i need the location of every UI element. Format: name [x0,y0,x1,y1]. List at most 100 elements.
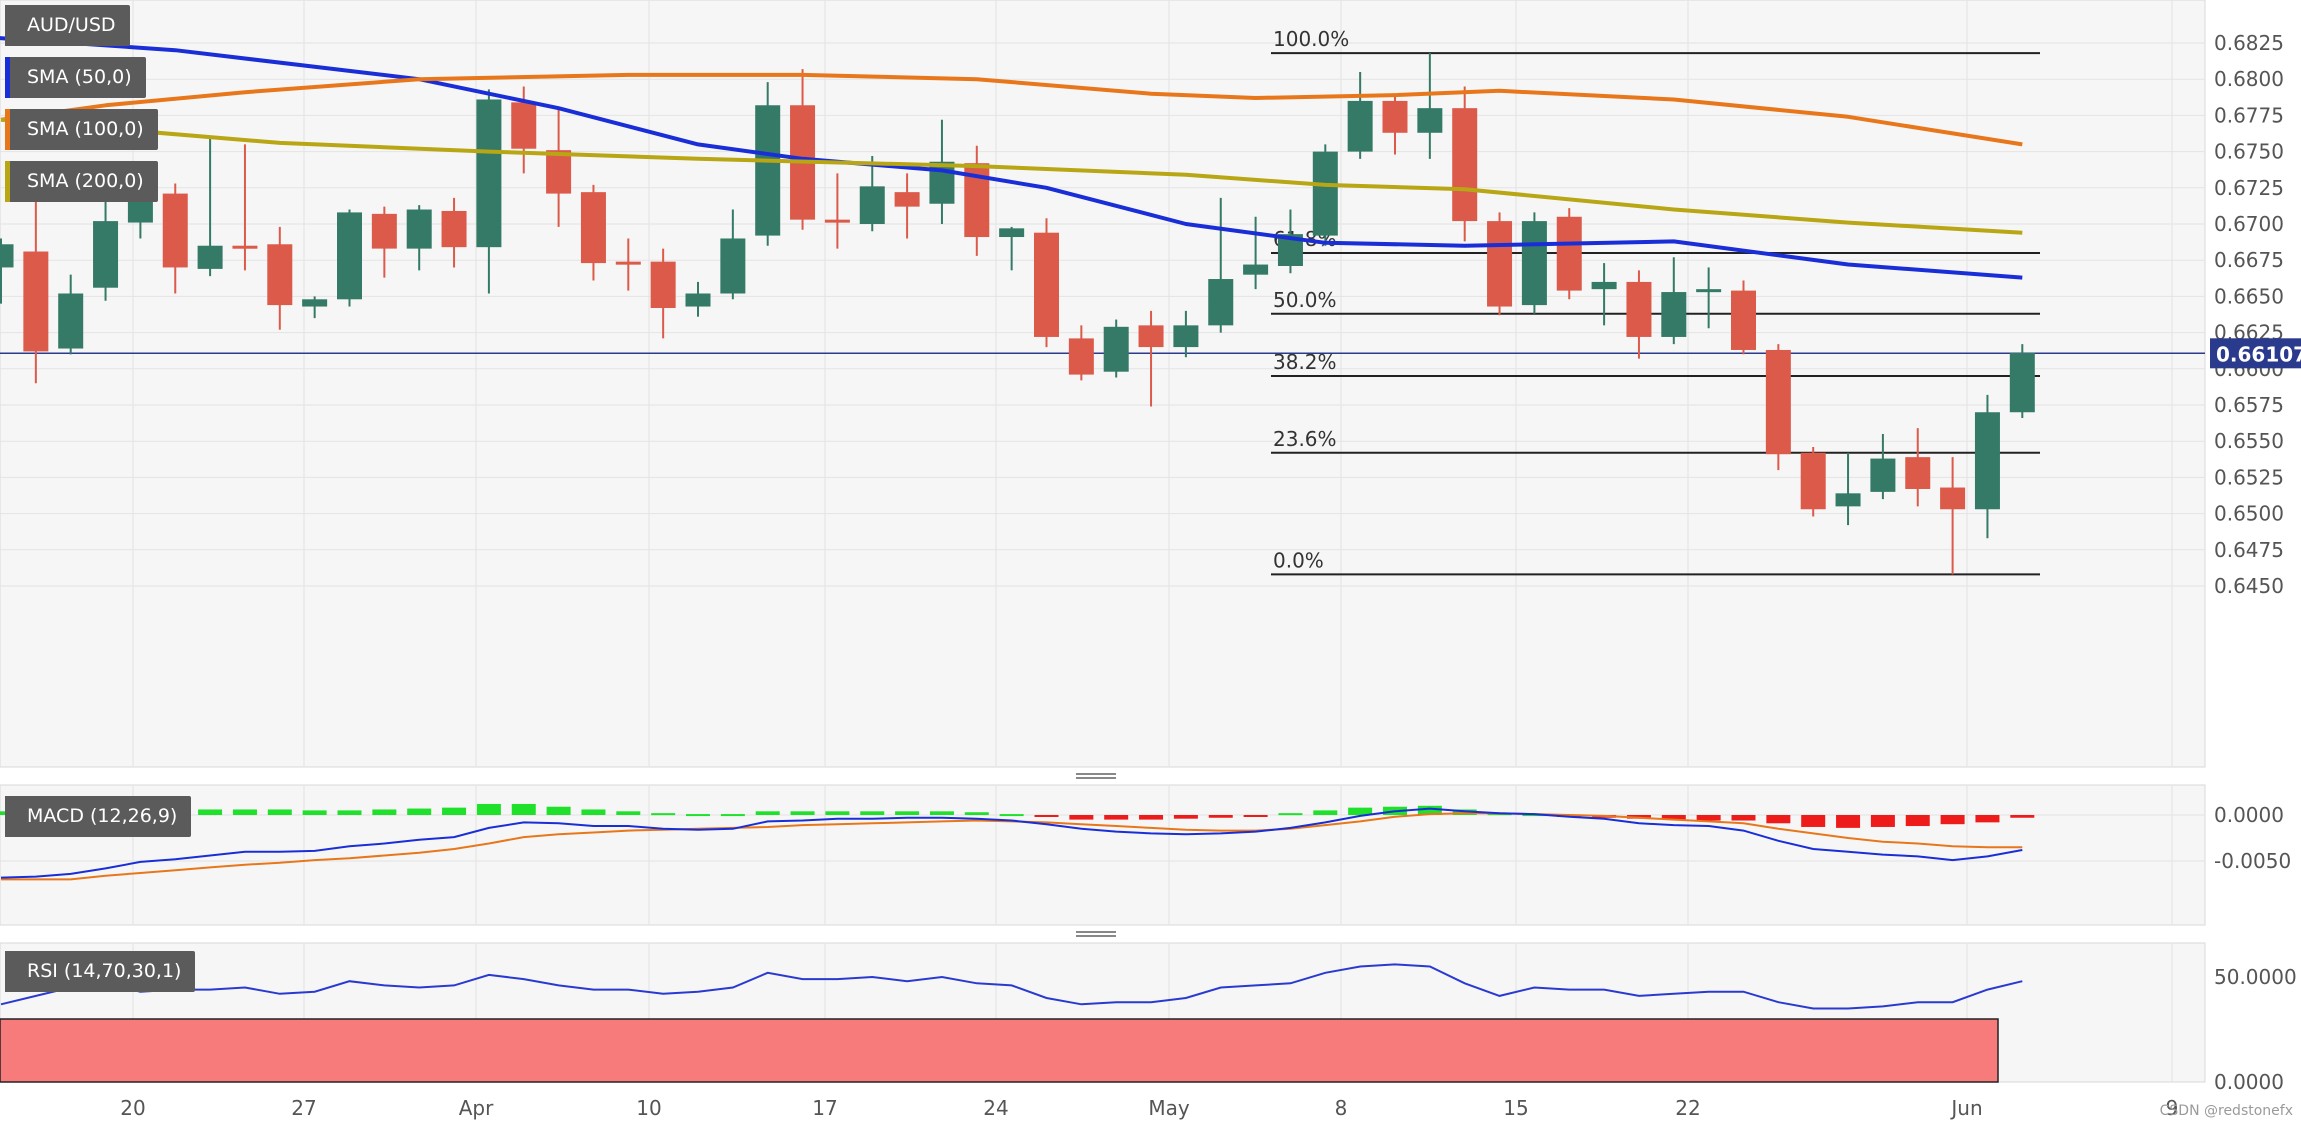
candle-bullish [406,205,432,271]
candle-body [197,245,223,269]
candle-bullish [1173,310,1199,358]
candle-body [1208,279,1234,326]
macd-histogram-bar [1731,815,1756,821]
candle-body [1173,325,1199,348]
legend-sma-200[interactable]: SMA (200,0) [5,161,158,202]
sma-line-50 [0,36,2023,280]
macd-histogram-bar [581,809,606,815]
candle-bullish [1312,144,1338,246]
candle-body [1940,487,1966,510]
x-tick-label: 24 [983,1096,1008,1120]
macd-histogram-bar [1104,815,1129,820]
candle-bullish [1243,216,1269,290]
candle-bullish [2009,344,2035,419]
legend-sma-50[interactable]: SMA (50,0) [5,57,146,98]
macd-histogram-bar [1348,807,1373,815]
x-tick-label: 15 [1503,1096,1528,1120]
price-y-tick-label: 0.6650 [2214,284,2284,308]
sma-200-color-swatch [5,161,10,202]
candle-bullish [197,137,223,277]
candle-body [511,102,537,149]
candle-bearish [1138,310,1164,407]
candle-body [580,192,606,264]
macd-histogram-bar [302,810,327,815]
candle-bearish [232,144,258,271]
candle-body [894,192,920,207]
candle-body [1103,326,1129,372]
macd-histogram-bar [546,806,571,815]
candle-bearish [615,238,641,291]
candle-body [1731,290,1756,350]
macd-histogram-bar [267,809,292,815]
candle-body [302,299,328,307]
legend-rsi[interactable]: RSI (14,70,30,1) [5,951,196,992]
candle-bearish [267,226,293,330]
candle-bullish [93,186,119,301]
candle-body [1626,281,1652,337]
candle-bearish [162,183,188,294]
macd-histogram-bar [372,809,397,815]
price-y-tick-label: 0.6525 [2214,465,2284,489]
macd-histogram-bar [1243,815,1268,817]
candle-body [232,245,258,249]
candle-body [1556,216,1582,291]
macd-histogram-bar [825,811,850,815]
candle-body [1243,264,1269,275]
candle-body [1138,325,1164,348]
candle-body [1800,452,1826,510]
candle-body [546,150,572,194]
candle-body [337,212,362,300]
candle-body [615,261,641,265]
macd-histogram-bar [1975,815,2000,823]
macd-histogram-bar [1417,805,1442,815]
macd-histogram-bar [686,814,710,817]
candle-bullish [1521,212,1547,314]
candle-body [1521,221,1547,306]
candle-bullish [720,209,746,300]
candle-bearish [546,106,572,227]
sma-line-200 [0,117,2023,235]
x-tick-label: 10 [636,1096,661,1120]
candle-body [2009,352,2035,413]
candle-body [650,261,676,308]
macd-histogram-bar [790,811,815,815]
candle-bullish [337,209,362,307]
macd-histogram-bar [755,811,780,815]
candle-bearish [580,184,606,281]
candle-bearish [1940,457,1966,575]
fib-level-label: 100.0% [1273,27,1349,51]
macd-histogram-bar [616,811,641,815]
symbol-label[interactable]: AUD/USD [5,5,130,46]
candle-body [1696,289,1722,293]
candle-bullish [755,82,781,246]
pane-splitter-rsi[interactable] [1076,929,1116,941]
candle-bearish [23,183,49,384]
macd-histogram-bar [511,803,536,815]
macd-line [0,807,2023,879]
candle-body [1974,412,2000,510]
candle-body [23,251,49,352]
candle-body [1487,221,1513,307]
candle-body [1417,108,1443,133]
macd-histogram-bar [198,809,223,815]
price-y-tick-label: 0.6475 [2214,538,2284,562]
candle-bearish [1382,93,1408,155]
macd-histogram-bar [1696,815,1721,821]
legend-macd[interactable]: MACD (12,26,9) [5,796,192,837]
symbol-text: AUD/USD [27,14,116,36]
candle-body [441,210,467,248]
candle-bearish [1068,325,1094,381]
candle-body [859,186,885,224]
candle-bearish [824,173,850,249]
price-y-tick-label: 0.6750 [2214,140,2284,164]
candle-bullish [1417,53,1443,159]
legend-sma-100[interactable]: SMA (100,0) [5,109,158,150]
macd-histogram-bar [929,811,954,815]
macd-histogram-bar [651,813,676,816]
macd-label: MACD (12,26,9) [27,805,178,827]
candle-body [755,105,781,236]
candle-bearish [1556,208,1582,300]
pane-splitter-macd[interactable] [1076,771,1116,783]
macd-histogram-bar [1139,815,1164,820]
